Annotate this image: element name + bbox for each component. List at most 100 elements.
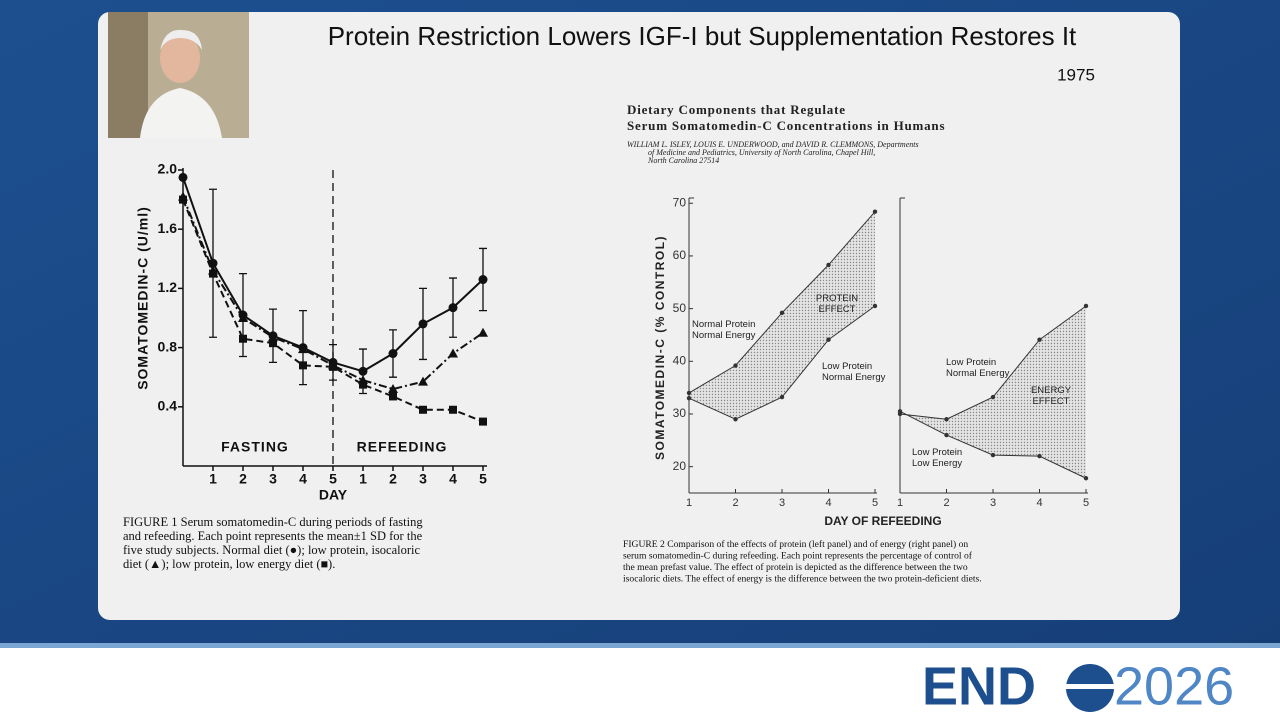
y-axis-label: SOMATOMEDIN-C (% CONTROL)	[653, 235, 667, 460]
marker	[779, 310, 785, 316]
x-tick-label: 2	[943, 497, 949, 509]
effect-area	[900, 305, 1086, 479]
marker	[239, 334, 247, 343]
x-tick-label: 3	[419, 471, 427, 487]
x-tick-label: 2	[239, 471, 247, 487]
marker	[448, 348, 458, 358]
x-tick-label: 4	[825, 497, 831, 509]
caption: FIGURE 2 Comparison of the effects of pr…	[623, 539, 968, 550]
caption: serum somatomedin-C during refeeding. Ea…	[623, 551, 973, 562]
y-tick-label: 60	[673, 248, 687, 262]
y-tick-label: 40	[673, 353, 687, 367]
marker	[733, 417, 738, 422]
paper-title: Dietary Components that Regulate	[627, 102, 846, 117]
card	[98, 12, 1180, 620]
marker	[1037, 453, 1042, 459]
y-tick-label: 20	[673, 459, 687, 473]
y-tick-label: 0.4	[158, 398, 178, 414]
series-label: Normal Protein Normal Energy	[692, 319, 756, 341]
marker	[388, 384, 398, 394]
marker	[478, 275, 488, 285]
x-tick-label: 5	[872, 497, 878, 509]
marker	[1037, 337, 1042, 342]
marker	[479, 417, 487, 426]
series-line	[182, 199, 484, 423]
marker	[897, 409, 903, 414]
marker	[389, 392, 397, 401]
x-axis-label: DAY OF REFEEDING	[824, 514, 941, 528]
x-tick-label: 3	[269, 471, 277, 487]
marker	[359, 380, 367, 389]
marker	[478, 327, 488, 337]
marker	[388, 349, 398, 359]
marker	[448, 303, 458, 313]
marker	[944, 417, 949, 422]
series-label: Low Protein Normal Energy	[946, 357, 1010, 379]
caption: diet (▲); low protein, low energy diet (…	[123, 557, 335, 571]
y-tick-label: 70	[673, 195, 687, 209]
marker	[358, 366, 368, 376]
x-tick-label: 4	[299, 471, 307, 487]
photo	[108, 12, 249, 138]
marker	[826, 337, 831, 342]
y-tick-label: 30	[673, 406, 687, 420]
series-line	[182, 196, 484, 391]
y-tick-label: 1.2	[158, 279, 178, 295]
year: 1975	[1057, 65, 1095, 84]
marker	[269, 339, 277, 348]
marker	[686, 390, 692, 396]
caption: FIGURE 1 Serum somatomedin-C during peri…	[123, 515, 423, 529]
marker	[418, 376, 428, 386]
series-label: Low Protein Low Energy	[912, 447, 962, 469]
paper-authors: of Medicine and Pediatrics, University o…	[648, 148, 875, 157]
annotation: FASTING	[221, 439, 289, 455]
marker	[733, 363, 738, 368]
x-tick-label: 3	[990, 497, 996, 509]
x-tick-label: 5	[479, 471, 487, 487]
marker	[944, 432, 949, 438]
marker	[419, 405, 427, 414]
annotation: ENERGY EFFECT	[1031, 385, 1072, 407]
marker	[298, 344, 308, 354]
marker	[449, 405, 457, 414]
x-tick-label: 5	[329, 471, 337, 487]
caption: and refeeding. Each point represents the…	[123, 529, 423, 543]
x-axis-label: DAY	[319, 487, 348, 503]
x-tick-label: 1	[209, 471, 217, 487]
y-axis-label: SOMATOMEDIN-C (U/ml)	[135, 206, 151, 390]
x-tick-label: 1	[359, 471, 367, 487]
logo-right: 2026	[1114, 656, 1234, 716]
x-tick-label: 4	[449, 471, 457, 487]
marker	[1083, 303, 1089, 309]
annotation: REFEEDING	[357, 439, 448, 455]
y-tick-label: 2.0	[158, 161, 178, 177]
caption: isocaloric diets. The effect of energy i…	[623, 574, 982, 585]
marker	[268, 332, 278, 342]
marker	[1083, 476, 1089, 481]
y-tick-label: 50	[673, 301, 687, 315]
marker	[872, 209, 878, 214]
marker	[990, 452, 996, 458]
divider	[0, 643, 1280, 648]
marker	[779, 394, 785, 400]
x-tick-label: 1	[686, 497, 692, 509]
marker	[418, 319, 428, 329]
marker	[990, 394, 996, 400]
series-label: Low Protein Normal Energy	[822, 361, 886, 383]
marker	[826, 262, 831, 268]
marker	[299, 361, 307, 370]
y-tick-label: 1.6	[158, 220, 178, 236]
marker	[209, 269, 217, 278]
x-tick-label: 5	[1083, 497, 1089, 509]
marker	[686, 395, 692, 401]
x-tick-label: 2	[732, 497, 738, 509]
x-tick-label: 1	[897, 497, 903, 509]
caption: five study subjects. Normal diet (●); lo…	[123, 543, 421, 557]
marker	[238, 313, 248, 322]
slide-title: Protein Restriction Lowers IGF-I but Sup…	[328, 21, 1077, 51]
annotation: PROTEIN EFFECT	[816, 293, 858, 315]
marker	[872, 303, 878, 309]
marker	[178, 172, 188, 182]
